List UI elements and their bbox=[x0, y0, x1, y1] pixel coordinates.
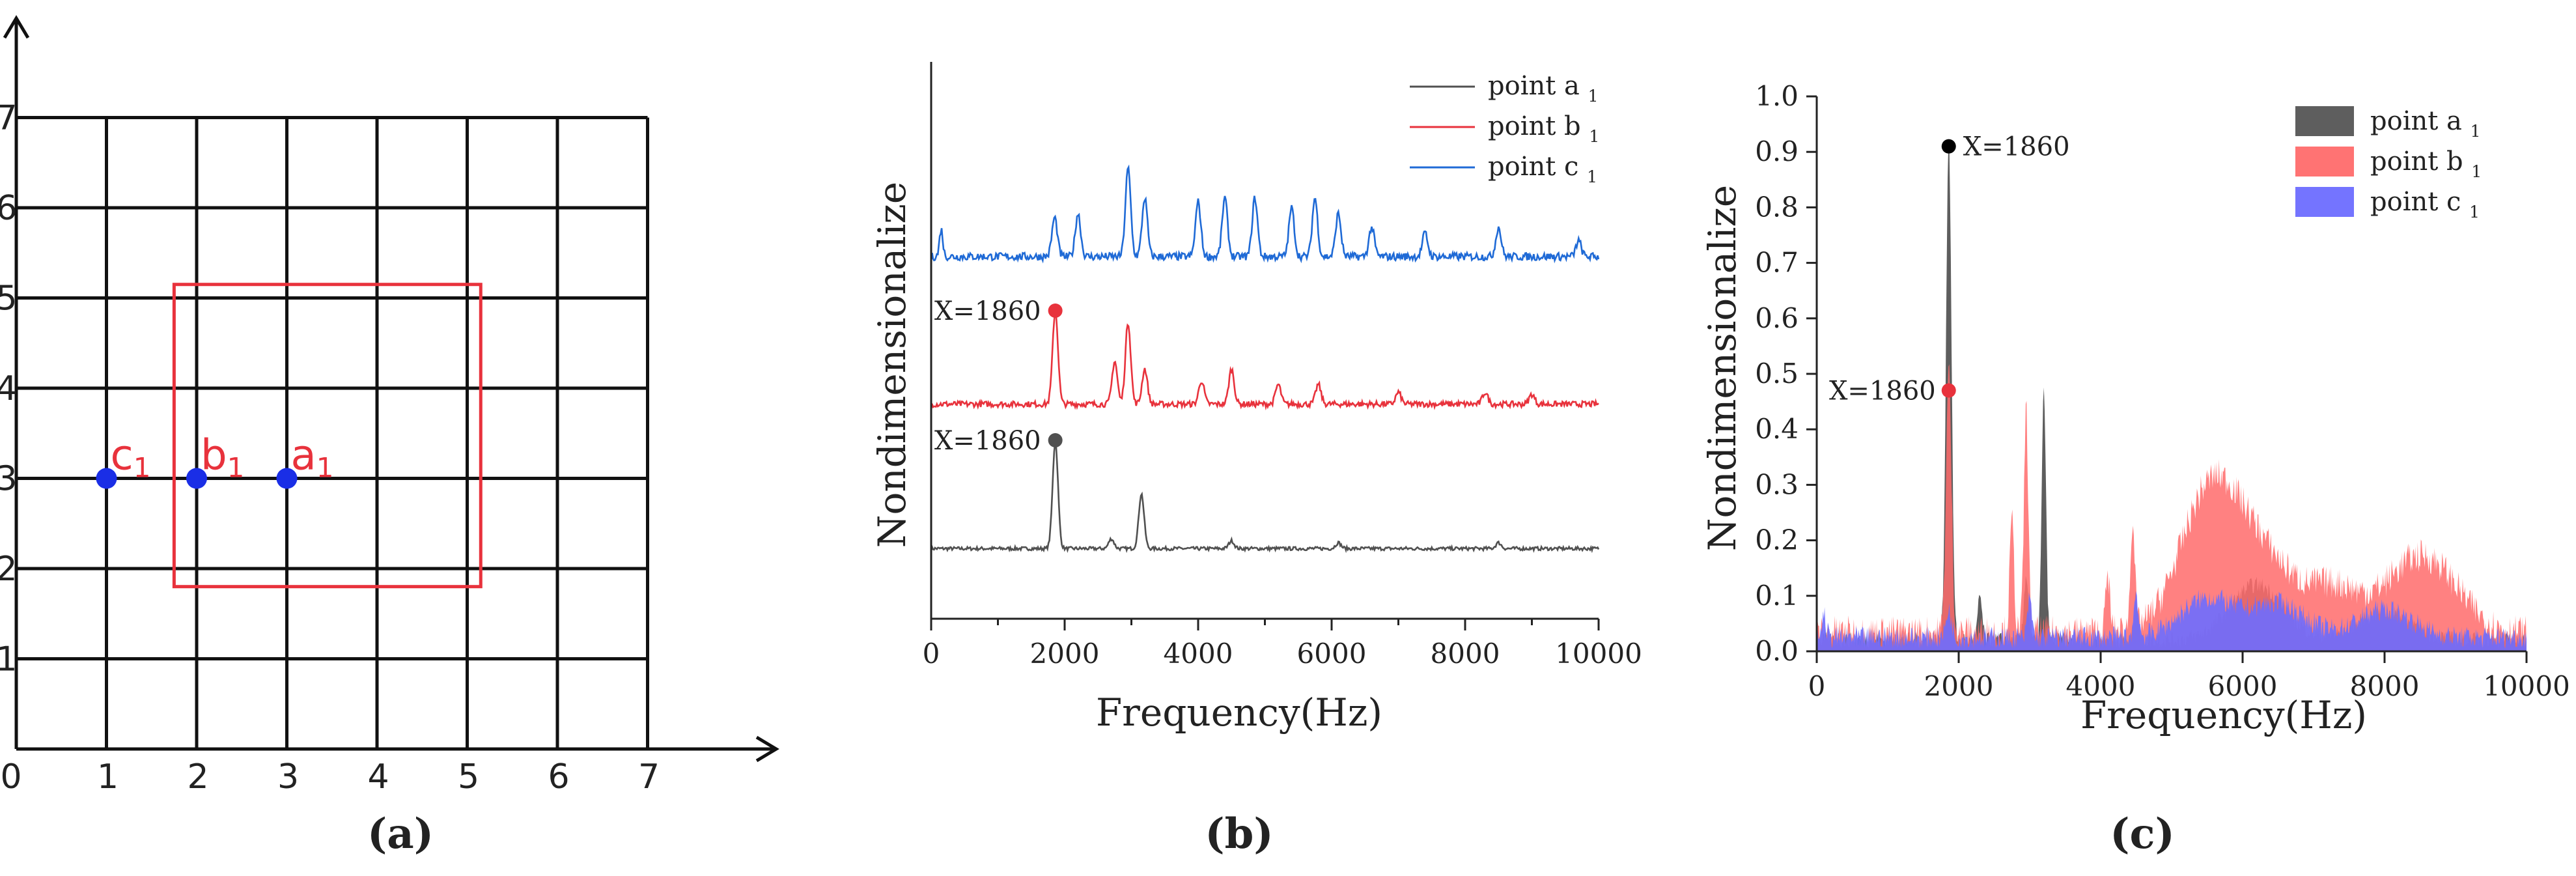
y-tick-label: 4 bbox=[0, 369, 18, 408]
panel-a-grid-lines bbox=[16, 116, 649, 749]
peak-marker bbox=[1941, 383, 1956, 398]
y-tick-label: 3 bbox=[0, 460, 18, 499]
panel-b-x-tick-labels: 0 2000 4000 6000 8000 10000 bbox=[923, 619, 1642, 670]
panel-b-line-chart: 0 2000 4000 6000 8000 10000 Frequency(Hz) Non… bbox=[870, 62, 1642, 858]
point-label-a1: a1 bbox=[291, 432, 334, 484]
y-tick-label: 0.4 bbox=[1755, 413, 1799, 445]
x-tick-label: 4000 bbox=[1164, 638, 1233, 670]
y-tick-label: 0.0 bbox=[1755, 635, 1799, 667]
panel-c-caption: (c) bbox=[2110, 810, 2175, 858]
y-tick-label: 0.3 bbox=[1755, 468, 1799, 500]
panel-a-axes bbox=[3, 15, 779, 763]
series-line-point-b1 bbox=[930, 311, 1599, 411]
y-tick-label: 0.2 bbox=[1755, 524, 1799, 556]
panel-c-y-axis-label: Nondimensionalize bbox=[1700, 185, 1744, 552]
y-tick-label: 1 bbox=[0, 640, 18, 679]
legend-swatch bbox=[2295, 187, 2354, 217]
x-tick-label: 2000 bbox=[1924, 670, 1994, 702]
point-c1 bbox=[96, 468, 117, 489]
x-tick-label: 0 bbox=[1808, 670, 1826, 702]
peak-marker bbox=[1941, 139, 1956, 154]
panel-c-legend: point a 1 point b 1 point c 1 bbox=[2295, 106, 2482, 221]
panel-b-axes bbox=[930, 62, 1599, 620]
y-tick-label: 7 bbox=[0, 99, 18, 138]
panel-b-annotations: X=1860 X=1860 bbox=[934, 296, 1063, 456]
legend-label: point b 1 bbox=[1488, 111, 1599, 146]
panel-c-x-axis-label: Frequency(Hz) bbox=[2080, 693, 2367, 737]
legend-label: point c 1 bbox=[1488, 152, 1597, 186]
panel-c-x-tick-labels: 0 2000 4000 6000 8000 10000 bbox=[1808, 651, 2570, 702]
point-label-c1: c1 bbox=[111, 432, 151, 484]
x-tick-label: 7 bbox=[638, 757, 660, 797]
panel-a-points: c1 b1 a1 bbox=[96, 432, 334, 489]
x-tick-label: 8000 bbox=[2350, 670, 2420, 702]
peak-annotation-label: X=1860 bbox=[1829, 376, 1936, 406]
panel-b-legend: point a 1 point b 1 point c 1 bbox=[1410, 71, 1599, 186]
panel-b-x-axis-label: Frequency(Hz) bbox=[1096, 690, 1382, 735]
x-axis-arrow bbox=[755, 735, 779, 763]
x-tick-label: 6000 bbox=[1297, 638, 1367, 670]
legend-label: point b 1 bbox=[2370, 147, 2482, 181]
legend-label: point c 1 bbox=[2370, 187, 2480, 221]
x-tick-label: 0 bbox=[923, 638, 940, 670]
y-axis-arrow bbox=[3, 15, 30, 39]
panel-c-area-chart: 0 2000 4000 6000 8000 10000 0.00.10.20.30.40.… bbox=[1700, 80, 2570, 858]
x-tick-label: 2000 bbox=[1030, 638, 1100, 670]
point-a1 bbox=[276, 468, 298, 489]
y-tick-label: 0.8 bbox=[1755, 191, 1799, 223]
panel-c-annotations: X=1860 X=1860 bbox=[1829, 132, 2070, 406]
point-b1 bbox=[186, 468, 207, 489]
legend-label: point a 1 bbox=[2370, 106, 2481, 141]
x-tick-label: 1 bbox=[97, 757, 119, 797]
series-line-point-c1 bbox=[930, 164, 1600, 264]
x-tick-label: 6 bbox=[548, 757, 569, 797]
panel-b-series bbox=[930, 164, 1600, 554]
panel-a-highlight-box bbox=[172, 283, 483, 589]
peak-annotation-label: X=1860 bbox=[1963, 132, 2070, 162]
y-tick-label: 5 bbox=[0, 279, 18, 318]
point-label-b1: b1 bbox=[201, 432, 244, 484]
panel-a-tick-labels: 0 1 2 3 4 5 6 7 1 2 3 4 5 6 7 bbox=[0, 99, 660, 797]
x-tick-label: 10000 bbox=[2483, 670, 2570, 702]
x-tick-label: 4000 bbox=[2066, 670, 2136, 702]
panel-a-caption: (a) bbox=[367, 810, 434, 858]
x-tick-label: 0 bbox=[0, 757, 21, 797]
y-tick-label: 0.7 bbox=[1755, 247, 1799, 279]
legend-label: point a 1 bbox=[1488, 71, 1599, 106]
x-tick-label: 10000 bbox=[1555, 638, 1642, 670]
y-tick-label: 1.0 bbox=[1755, 80, 1799, 112]
peak-marker bbox=[1048, 304, 1063, 318]
peak-marker bbox=[1048, 433, 1063, 447]
series-line-point-a1 bbox=[930, 442, 1600, 554]
series-area-point-c1 bbox=[1817, 589, 2527, 651]
series-area-point-b1 bbox=[1817, 364, 2527, 651]
x-tick-label: 2 bbox=[187, 757, 208, 797]
y-tick-label: 0.6 bbox=[1755, 302, 1799, 334]
panel-a-grid-diagram: 0 1 2 3 4 5 6 7 1 2 3 4 5 6 7 c1 b1 a1 (a) bbox=[0, 15, 779, 858]
x-tick-label: 6000 bbox=[2208, 670, 2278, 702]
legend-swatch bbox=[2295, 147, 2354, 177]
panel-c-y-tick-labels: 0.0 0.1 0.2 0.3 0.4 0.5 0.6 0.7 0.8 0.9 1.0 bbox=[1755, 80, 1817, 667]
panel-c-series bbox=[1817, 141, 2527, 651]
x-tick-label: 5 bbox=[458, 757, 479, 797]
x-tick-label: 4 bbox=[367, 757, 389, 797]
y-tick-label: 0.5 bbox=[1755, 358, 1799, 389]
legend-swatch bbox=[2295, 106, 2354, 136]
y-tick-label: 0.1 bbox=[1755, 580, 1799, 612]
peak-annotation-label: X=1860 bbox=[934, 426, 1041, 456]
peak-annotation-label: X=1860 bbox=[934, 296, 1041, 326]
panel-b-y-axis-label: Nondimensionalize bbox=[870, 182, 914, 548]
x-tick-label: 8000 bbox=[1431, 638, 1500, 670]
x-tick-label: 3 bbox=[277, 757, 299, 797]
y-tick-label: 6 bbox=[0, 189, 18, 228]
panel-b-caption: (b) bbox=[1205, 810, 1273, 858]
y-tick-label: 2 bbox=[0, 550, 18, 589]
y-tick-label: 0.9 bbox=[1755, 135, 1799, 167]
